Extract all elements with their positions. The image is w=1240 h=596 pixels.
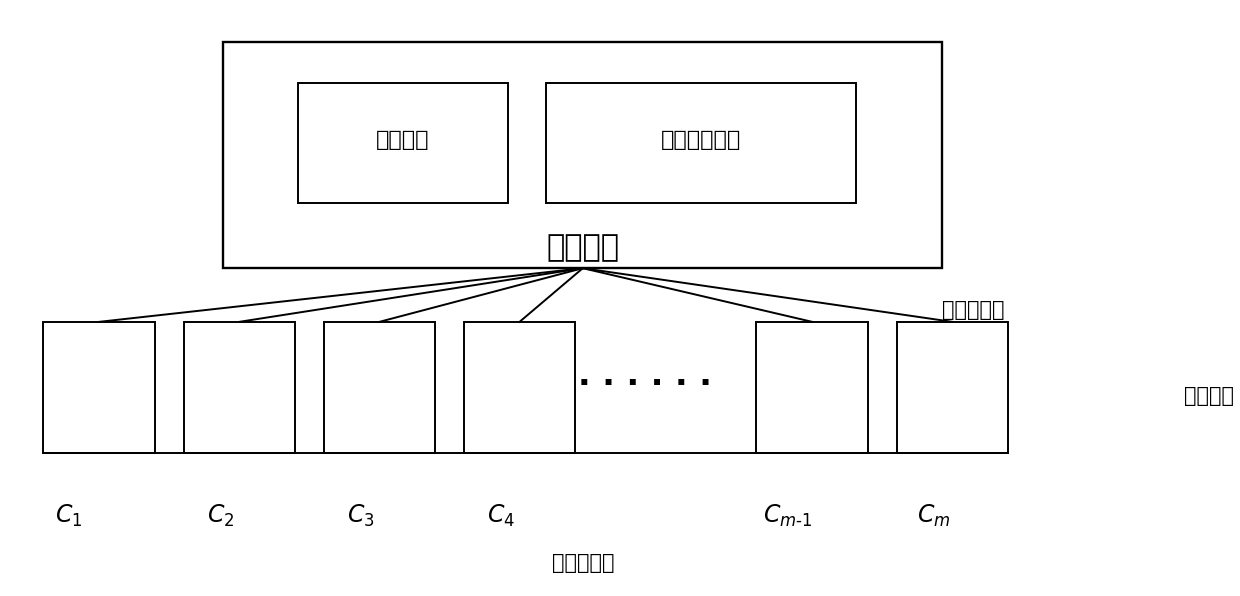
Bar (43, 322, 155, 453)
Bar (756, 322, 868, 453)
Text: $\mathit{C}_m$: $\mathit{C}_m$ (918, 502, 950, 529)
Text: 计算结点: 计算结点 (1184, 386, 1234, 406)
Text: $\mathit{C}_4$: $\mathit{C}_4$ (487, 502, 515, 529)
Bar (223, 42, 942, 268)
Bar (897, 322, 1008, 453)
Bar (546, 83, 856, 203)
Text: 资源管理系统: 资源管理系统 (661, 130, 740, 150)
Text: $\mathit{C}_{m\text{-}1}$: $\mathit{C}_{m\text{-}1}$ (763, 502, 812, 529)
Bar (324, 322, 435, 453)
Text: 监控管理网: 监控管理网 (942, 300, 1004, 320)
Text: · · · · · ·: · · · · · · (578, 368, 712, 401)
Text: $\mathit{C}_2$: $\mathit{C}_2$ (207, 502, 234, 529)
Text: 高速互连网: 高速互连网 (552, 553, 614, 573)
Bar (298, 83, 508, 203)
Text: 服务结点: 服务结点 (547, 233, 619, 262)
Bar (464, 322, 575, 453)
Bar (184, 322, 295, 453)
Text: 监控系统: 监控系统 (376, 130, 430, 150)
Text: $\mathit{C}_3$: $\mathit{C}_3$ (347, 502, 374, 529)
Text: $\mathit{C}_1$: $\mathit{C}_1$ (55, 502, 82, 529)
